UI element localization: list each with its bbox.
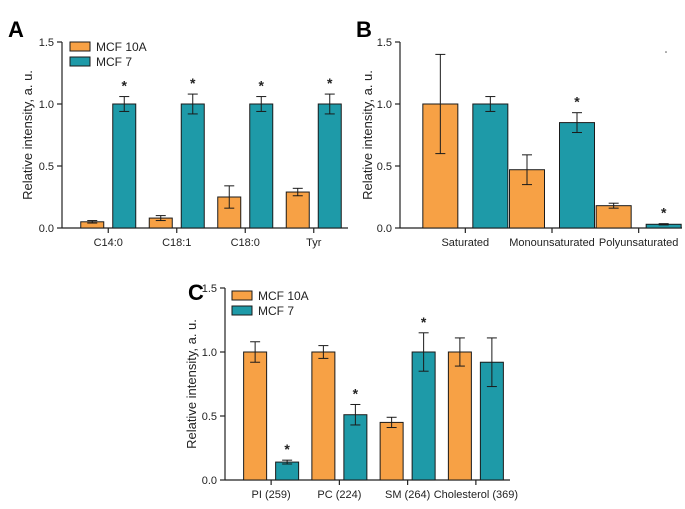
y-tick-label: 1.0 <box>39 99 54 111</box>
y-tick-label: 0.5 <box>377 161 392 173</box>
bar-mcf7 <box>317 103 342 229</box>
legend-swatch-mcf7 <box>69 56 91 67</box>
y-axis-title: Relative intensity, a. u. <box>20 70 35 200</box>
legend-label-mcf10a: MCF 10A <box>96 40 147 54</box>
significance-star: * <box>122 78 128 94</box>
x-tick-label: PC (224) <box>317 489 361 501</box>
legend-label-mcf7: MCF 7 <box>96 55 132 69</box>
x-tick-label: PI (259) <box>252 489 291 501</box>
panel-letter-a: A <box>8 17 24 42</box>
x-tick-label: Monounsaturated <box>509 237 595 249</box>
chart-a: 0.0 0.5 1.0 1.5 Relative intensity, a. u. C14… <box>20 37 348 249</box>
x-tick-label: SM (264) <box>385 489 430 501</box>
legend-swatch-mcf10a <box>69 41 91 52</box>
y-tick-label: 1.5 <box>377 37 392 49</box>
significance-star: * <box>190 75 196 91</box>
x-tick-label: Polyunsaturated <box>599 237 679 249</box>
bar-mcf10a <box>285 191 310 229</box>
significance-star: * <box>661 205 667 221</box>
bar-mcf7 <box>249 103 274 229</box>
y-tick-label: 1.5 <box>39 37 54 49</box>
y-tick-label: 1.0 <box>202 347 217 359</box>
y-tick-label: 1.0 <box>377 99 392 111</box>
significance-star: * <box>421 314 427 330</box>
y-axis-title: Relative intensity, a. u. <box>360 70 375 200</box>
legend-label-mcf10a: MCF 10A <box>258 289 309 303</box>
bar-mcf7 <box>180 103 205 229</box>
significance-star: * <box>284 441 290 457</box>
y-tick-label: 0.5 <box>202 411 217 423</box>
y-tick-label: 0.5 <box>39 161 54 173</box>
y-tick-label: 0.0 <box>39 223 54 235</box>
stray-dot <box>665 51 667 53</box>
legend-swatch-mcf10a <box>231 290 253 301</box>
x-tick-label: C14:0 <box>94 237 123 249</box>
significance-star: * <box>327 75 333 91</box>
bar-mcf10a <box>595 205 632 229</box>
bar-mcf10a <box>379 421 404 481</box>
significance-star: * <box>574 94 580 110</box>
bar-mcf7 <box>112 103 137 229</box>
bar-mcf10a <box>447 351 472 481</box>
bar-mcf7 <box>275 461 300 481</box>
x-tick-label: C18:1 <box>162 237 191 249</box>
x-tick-label: Saturated <box>441 237 489 249</box>
x-tick-label: Cholesterol (369) <box>434 489 518 501</box>
significance-star: * <box>353 385 359 401</box>
bar-mcf10a <box>311 351 336 481</box>
bar-mcf7 <box>559 122 595 229</box>
bar-mcf7 <box>472 103 509 229</box>
significance-star: * <box>259 78 265 94</box>
y-tick-label: 0.0 <box>202 475 217 487</box>
y-tick-label: 0.0 <box>377 223 392 235</box>
y-axis-title: Relative intensity, a. u. <box>184 319 199 449</box>
chart-b: 0.0 0.5 1.0 1.5 Relative intensity, a. u. Sat… <box>360 37 682 249</box>
y-tick-label: 1.5 <box>202 283 217 295</box>
chart-c: 0.0 0.5 1.0 1.5 Relative intensity, a. u. PI … <box>184 283 518 501</box>
panel-letter-c: C <box>188 280 204 305</box>
x-tick-label: C18:0 <box>231 237 260 249</box>
x-tick-label: Tyr <box>306 237 322 249</box>
legend-label-mcf7: MCF 7 <box>258 304 294 318</box>
bar-mcf10a <box>243 351 268 481</box>
panel-letter-b: B <box>356 17 372 42</box>
legend-swatch-mcf7 <box>231 305 253 316</box>
